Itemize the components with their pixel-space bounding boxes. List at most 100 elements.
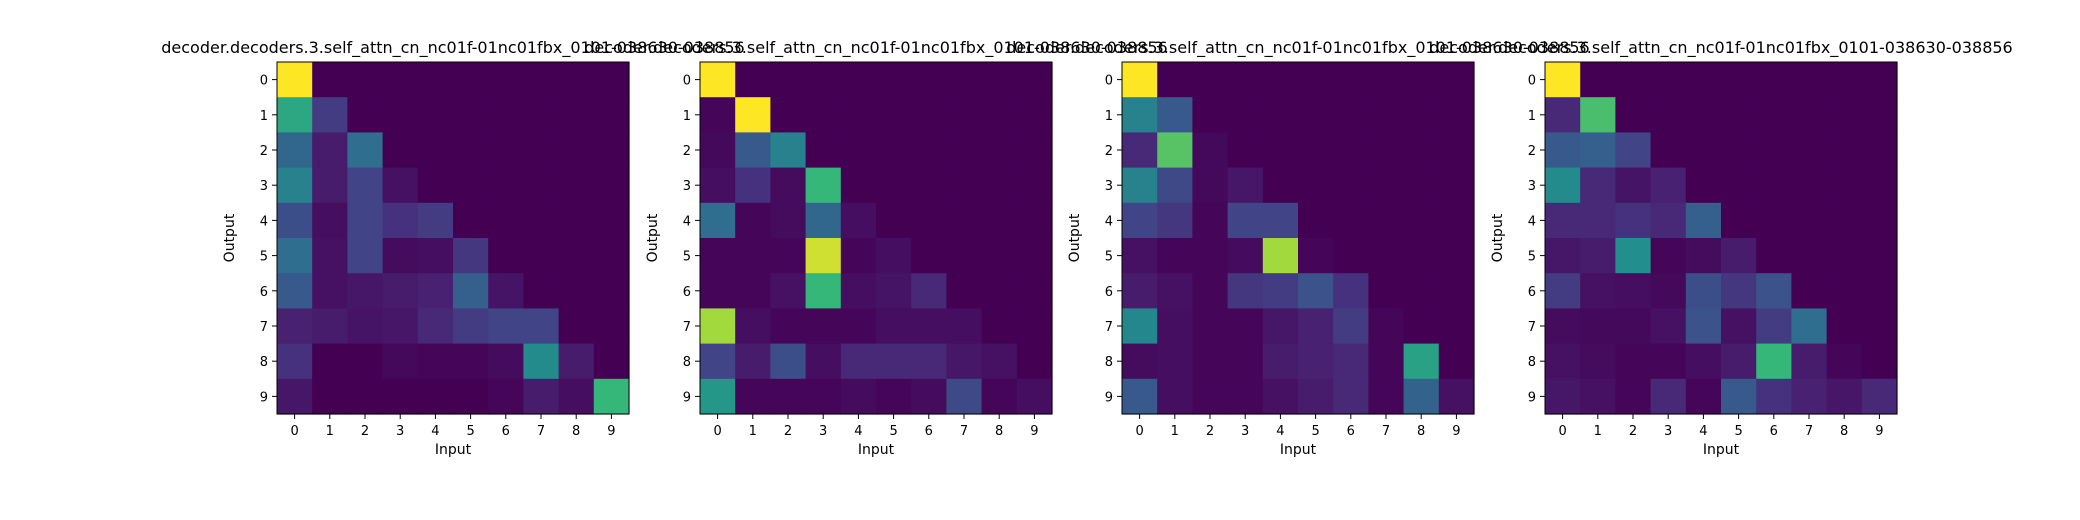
heatmap-cell [1192,97,1229,133]
heatmap-cell [876,167,912,204]
x-tick-label: 6 [502,424,510,439]
heatmap-cell [1262,62,1299,98]
heatmap-cell [1685,343,1722,380]
heatmap-cell [1016,308,1053,345]
heatmap-cell [805,273,842,309]
heatmap-cell [1685,167,1722,204]
heatmap-cell [1016,97,1053,133]
heatmap-cell [558,238,595,274]
heatmap-cell [488,238,524,274]
heatmap-cell [347,202,384,239]
heatmap-cell [277,97,313,133]
heatmap-cell [1227,202,1264,239]
heatmap-cell [347,273,384,309]
heatmap-cell [488,62,524,98]
heatmap-cell [1650,97,1687,133]
y-axis-label: Output [222,213,238,262]
x-tick-label: 9 [607,424,615,439]
heatmap-cell [770,238,807,274]
y-tick-label: 3 [1528,179,1536,194]
x-tick-label: 1 [326,424,334,439]
heatmap-cell [981,273,1018,309]
heatmap-cell [876,378,912,415]
axes-frame [276,61,630,415]
heatmap-cell [805,202,842,239]
heatmap-cell [1861,97,1898,133]
heatmap-cell [840,97,877,133]
heatmap-cell [876,62,912,98]
heatmap-cell [593,378,630,415]
heatmap-panel-2: 0 1 2 3 4 5 6 7 8 9 0 1 2 3 4 5 6 7 8 9 Input Output decoder.d… [584,38,1167,458]
heatmap-cell [981,132,1018,169]
heatmap-cell [1685,378,1722,415]
heatmap-cell [911,273,947,309]
heatmap-cell [770,378,807,415]
heatmap-cell [1227,273,1264,309]
heatmap-cell [558,202,595,239]
heatmap-cell [1826,378,1863,415]
heatmap-cell [1615,343,1652,380]
heatmap-cell [1368,308,1405,345]
heatmap-cell [453,238,489,274]
y-tick-label: 7 [260,320,268,335]
heatmap-cell [1227,167,1264,204]
y-tick-label: 2 [1528,144,1536,159]
y-tick-label: 0 [1105,74,1113,89]
heatmap-cell [347,62,384,98]
heatmap-cell [876,343,912,380]
heatmap-cell [523,167,560,204]
heatmap-cell [1861,273,1898,309]
x-tick-label: 9 [1452,424,1460,439]
heatmap-cell [981,378,1018,415]
y-tick-label: 6 [1528,285,1536,300]
heatmap-cell [312,132,348,169]
x-tick-label: 6 [1347,424,1355,439]
heatmap-cell [1615,132,1652,169]
heatmap-cell [911,238,947,274]
x-tick-label: 3 [396,424,404,439]
y-tick-label: 1 [1528,109,1536,124]
y-tick-label: 2 [1105,144,1113,159]
heatmap-cell [1157,97,1193,133]
heatmap-cell [770,62,807,98]
heatmap-cell [1403,62,1440,98]
axes-frame [699,61,1053,415]
heatmap-cell [1721,202,1757,239]
heatmap-cell [1721,343,1757,380]
heatmap-cell [1157,308,1193,345]
heatmap-cell [1756,167,1792,204]
heatmap-cell [1438,273,1475,309]
x-tick-label: 4 [1276,424,1284,439]
heatmap-cell [981,202,1018,239]
heatmap-cell [1262,308,1299,345]
y-tick-label: 2 [683,144,691,159]
heatmap-cell [1333,167,1369,204]
x-axis-label: Input [858,442,895,458]
heatmap-cell [1122,132,1158,169]
y-tick-label: 0 [683,74,691,89]
x-tick-label: 5 [1311,424,1319,439]
heatmap-cell [981,97,1018,133]
heatmap-cell [453,343,489,380]
heatmap-cell [523,202,560,239]
heatmap-cell [1333,132,1369,169]
heatmap-cell [488,167,524,204]
heatmap-cell [876,273,912,309]
heatmap-cell [770,343,807,380]
y-tick-label: 7 [1105,320,1113,335]
heatmap-cell [735,273,771,309]
heatmap-cell [981,308,1018,345]
heatmap-cell [1016,378,1053,415]
heatmap-cell [1756,238,1792,274]
heatmap-cell [277,378,313,415]
heatmap-cell [1861,378,1898,415]
y-tick-label: 4 [1528,214,1536,229]
heatmap-cell [558,378,595,415]
heatmap-cell [1298,167,1334,204]
heatmap-cell [1580,378,1616,415]
heatmap-cell [840,308,877,345]
x-tick-label: 5 [889,424,897,439]
x-tick-label: 8 [995,424,1003,439]
heatmap-cell [1227,308,1264,345]
heatmap-cell [1650,238,1687,274]
